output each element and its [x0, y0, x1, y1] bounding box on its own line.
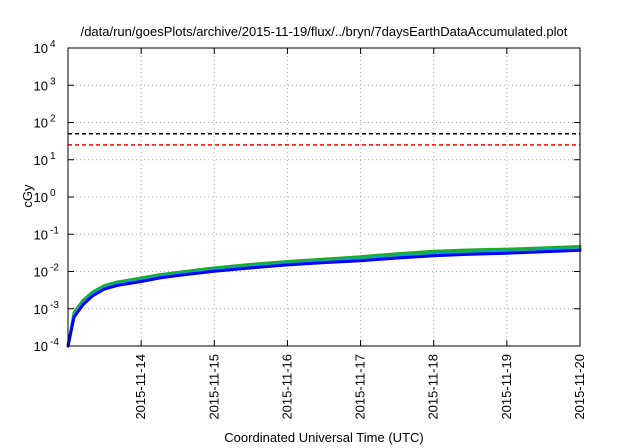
x-ticks: 2015-11-14 2015-11-15 2015-11-16 2015-11-17… [133, 48, 587, 420]
y-tick-label: 10 -1 [34, 225, 60, 242]
series-line [66, 247, 582, 348]
x-tick-label: 2015-11-14 [133, 354, 148, 420]
x-tick-label: 2015-11-20 [572, 354, 587, 420]
grid [68, 48, 580, 346]
x-tick-label: 2015-11-19 [499, 354, 514, 420]
x-tick-label: 2015-11-15 [206, 354, 221, 420]
x-tick-label: 2015-11-18 [426, 354, 441, 420]
x-tick-label: 2015-11-17 [353, 354, 368, 420]
y-tick-label: 10 -2 [34, 263, 60, 280]
chart-title: /data/run/goesPlots/archive/2015-11-19/f… [81, 24, 568, 39]
series-group [66, 245, 582, 348]
y-tick-label: 10 2 [34, 114, 56, 131]
y-tick-label: 10 -4 [34, 337, 60, 354]
y-axis-label: cGy [20, 184, 35, 208]
series-line [66, 248, 582, 348]
x-axis-label: Coordinated Universal Time (UTC) [224, 430, 423, 445]
series-line [66, 245, 582, 348]
x-tick-label: 2015-11-16 [279, 354, 294, 420]
threshold-lines [68, 132, 580, 146]
y-tick-label: 10 1 [34, 151, 56, 168]
y-tick-label: 10 -3 [34, 300, 60, 317]
y-tick-label: 10 3 [34, 76, 56, 93]
y-tick-label: 10 4 [34, 39, 56, 56]
y-tick-label: 10 0 [34, 188, 56, 205]
